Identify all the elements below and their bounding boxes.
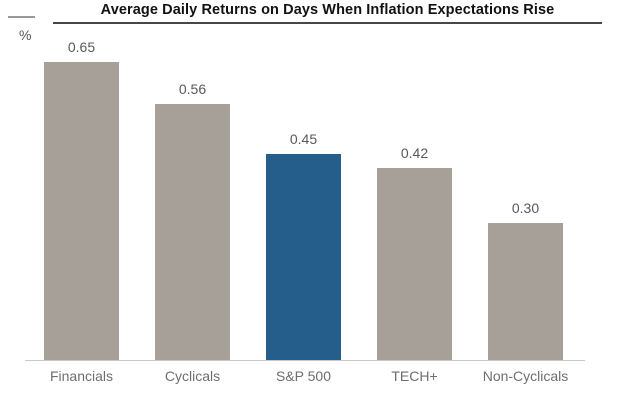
bar-s-p-500: [266, 154, 341, 360]
category-label-cyclicals: Cyclicals: [164, 368, 221, 384]
value-label-tech: 0.42: [400, 145, 429, 161]
category-label-financials: Financials: [49, 368, 114, 384]
value-label-s-p-500: 0.45: [289, 131, 318, 147]
top-left-axis-rule: [8, 16, 35, 18]
chart-header: Average Daily Returns on Days When Infla…: [53, 1, 602, 24]
y-axis-unit-label: %: [19, 27, 32, 43]
value-label-financials: 0.65: [67, 39, 96, 55]
bar-cyclicals: [155, 104, 230, 360]
value-label-non-cyclicals: 0.30: [511, 200, 540, 216]
bar-non-cyclicals: [488, 223, 563, 360]
bar-tech: [377, 168, 452, 360]
category-label-tech: TECH+: [391, 368, 438, 384]
category-label-non-cyclicals: Non-Cyclicals: [482, 368, 569, 384]
category-label-s-p-500: S&P 500: [275, 368, 331, 384]
bar-financials: [44, 62, 119, 360]
x-axis-line: [25, 360, 585, 361]
value-label-cyclicals: 0.56: [178, 81, 207, 97]
chart-title: Average Daily Returns on Days When Infla…: [100, 2, 555, 18]
